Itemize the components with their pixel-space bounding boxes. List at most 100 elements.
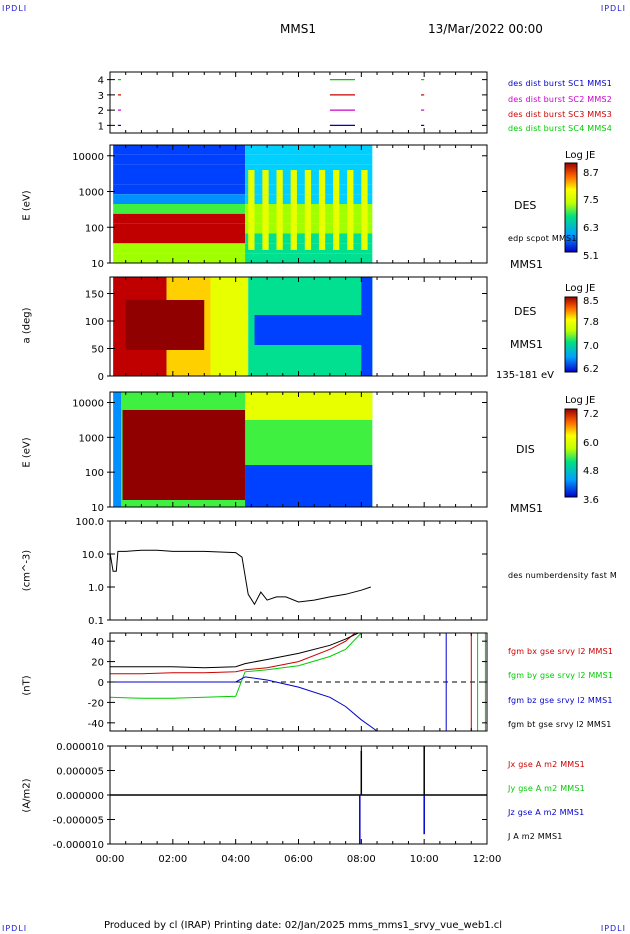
des-pitch-ylabel: a (deg)	[21, 307, 33, 344]
colorbar1-title: Log JE	[565, 150, 596, 161]
edp-scpot-label: edp scpot MMS1	[508, 234, 577, 243]
colorbar3-title: Log JE	[565, 395, 596, 406]
des_energy-ytick-label: 1000	[79, 188, 104, 199]
dis_energy-ytick-label: 10	[91, 503, 104, 514]
colorbar3-tick-min: 3.6	[583, 495, 599, 506]
current-ytick-label: -0.000005	[53, 816, 104, 827]
legend-bz: fgm bz gse srvy l2 MMS1	[508, 696, 613, 705]
legend-by: fgm by gse srvy l2 MMS1	[508, 671, 614, 680]
bfield-ytick-label: -20	[88, 698, 104, 709]
dis-energy-high	[245, 392, 373, 420]
des-energy-ylabel: E (eV)	[21, 190, 33, 221]
availability-ytick-label: 2	[98, 106, 104, 117]
des-energy-stripe	[333, 170, 340, 250]
colorbar2-tick-3: 7.0	[583, 341, 599, 352]
x-tick-label: 10:00	[410, 854, 439, 865]
dis-energy-low	[245, 465, 373, 507]
des-energy-stripe	[248, 170, 255, 250]
availability-ytick-label: 4	[98, 76, 104, 87]
des-pitch-cell	[210, 277, 249, 376]
corner-tag-top-right: IPDLI	[600, 4, 626, 13]
x-tick-label: 02:00	[158, 854, 187, 865]
current-ytick-label: 0.000010	[56, 742, 104, 753]
dis-energy-core	[122, 410, 246, 500]
legend-sc2: des dist burst SC2 MMS2	[508, 95, 613, 104]
des-energy-cell	[113, 253, 246, 263]
dis-energy-ylabel: E (eV)	[21, 437, 33, 468]
axes-layer: 4321100001000100101501005001000010001001…	[53, 71, 578, 865]
x-tick-label: 12:00	[473, 854, 502, 865]
x-tick-label: 06:00	[284, 854, 313, 865]
des-pitch-edge	[361, 277, 373, 376]
colorbar1-tick-3: 6.3	[583, 223, 599, 234]
dis-energy-edge	[113, 392, 121, 507]
bfield-ylabel: (nT)	[21, 675, 33, 696]
des-species-label: DES	[514, 199, 537, 212]
des-energy-cell	[113, 194, 246, 204]
bfield-ytick-label: 20	[91, 658, 104, 669]
des_pitch-ytick-label: 50	[91, 345, 104, 356]
des_pitch-ytick-label: 150	[85, 290, 104, 301]
density-ytick-label: 10.0	[82, 550, 104, 561]
dis_energy-ytick-label: 100	[85, 468, 104, 479]
colorbar3-tick-2: 6.0	[583, 438, 599, 449]
des-energy-stripe	[290, 170, 297, 250]
legend-sc3: des dist burst SC3 MMS3	[508, 110, 613, 119]
x-tick-label: 04:00	[221, 854, 250, 865]
colorbar2-tick-max: 8.5	[583, 296, 599, 307]
des-energy-stripe	[347, 170, 354, 250]
current-ytick-label: 0.000005	[56, 767, 104, 778]
density-ytick-label: 0.1	[88, 616, 104, 627]
des-energy-cell	[113, 154, 246, 165]
legend-jz: Jz gse A m2 MMS1	[508, 808, 585, 817]
des_pitch-ytick-label: 100	[85, 317, 104, 328]
bfield-ytick-label: 0	[98, 678, 104, 689]
legend-jx: Jx gse A m2 MMS1	[508, 760, 585, 769]
colorbar1-tick-2: 7.5	[583, 195, 599, 206]
des_pitch-ytick-label: 0	[98, 372, 104, 383]
corner-tag-bottom-left: IPDLI	[2, 924, 28, 933]
density-ytick-label: 1.0	[88, 583, 104, 594]
des-energy-stripe	[304, 170, 312, 250]
des-energy-cell	[113, 174, 246, 185]
legend-sc4: des dist burst SC4 MMS4	[508, 124, 613, 133]
bfield-ytick-label: 40	[91, 637, 104, 648]
density-ytick-label: 100.0	[75, 517, 104, 528]
density-frame	[109, 520, 488, 621]
footer-credit: Produced by cl (IRAP) Printing date: 02/…	[104, 920, 503, 931]
des-energy-stripe	[361, 170, 368, 250]
bfield-line	[110, 632, 359, 669]
colorbar3-tick-3: 4.8	[583, 466, 599, 477]
dis-sat-label: MMS1	[510, 502, 543, 515]
energy-range-label: 135-181 eV	[496, 370, 554, 381]
line-plot-layer	[109, 79, 487, 844]
colorbar1-tick-max: 8.7	[583, 168, 599, 179]
current-ylabel: (A/m2)	[21, 778, 33, 813]
current-ytick-label: -0.000010	[53, 840, 104, 851]
legend-j: J A m2 MMS1	[508, 832, 563, 841]
density-line	[109, 549, 371, 606]
colorbar3-tick-max: 7.2	[583, 409, 599, 420]
colorbar1-tick-min: 5.1	[583, 251, 599, 262]
des-energy-cell	[245, 154, 373, 165]
des-energy-cell	[113, 145, 246, 155]
bfield-line	[110, 676, 378, 732]
legend-sc1: des dist burst SC1 MMS1	[508, 79, 613, 88]
colorbar2-tick-min: 6.2	[583, 364, 599, 375]
corner-tag-top-left: IPDLI	[2, 4, 28, 13]
des-pitch-trough	[254, 315, 365, 345]
colorbar-1	[564, 162, 578, 253]
availability-ytick-label: 3	[98, 91, 104, 102]
des-energy-cell	[113, 164, 246, 175]
des-energy-cell	[113, 184, 246, 195]
colorbar2-title: Log JE	[565, 283, 596, 294]
dis-species-label: DIS	[516, 443, 535, 456]
bfield-line	[110, 632, 356, 675]
des-energy-cell	[245, 145, 373, 155]
des_energy-ytick-label: 10000	[72, 152, 104, 163]
date-title: 13/Mar/2022 00:00	[428, 22, 543, 36]
des-energy-stripe	[318, 170, 326, 250]
x-tick-label: 08:00	[347, 854, 376, 865]
legend-bt: fgm bt gse srvy l2 MMS1	[508, 720, 612, 729]
colorbar2-tick-2: 7.8	[583, 317, 599, 328]
